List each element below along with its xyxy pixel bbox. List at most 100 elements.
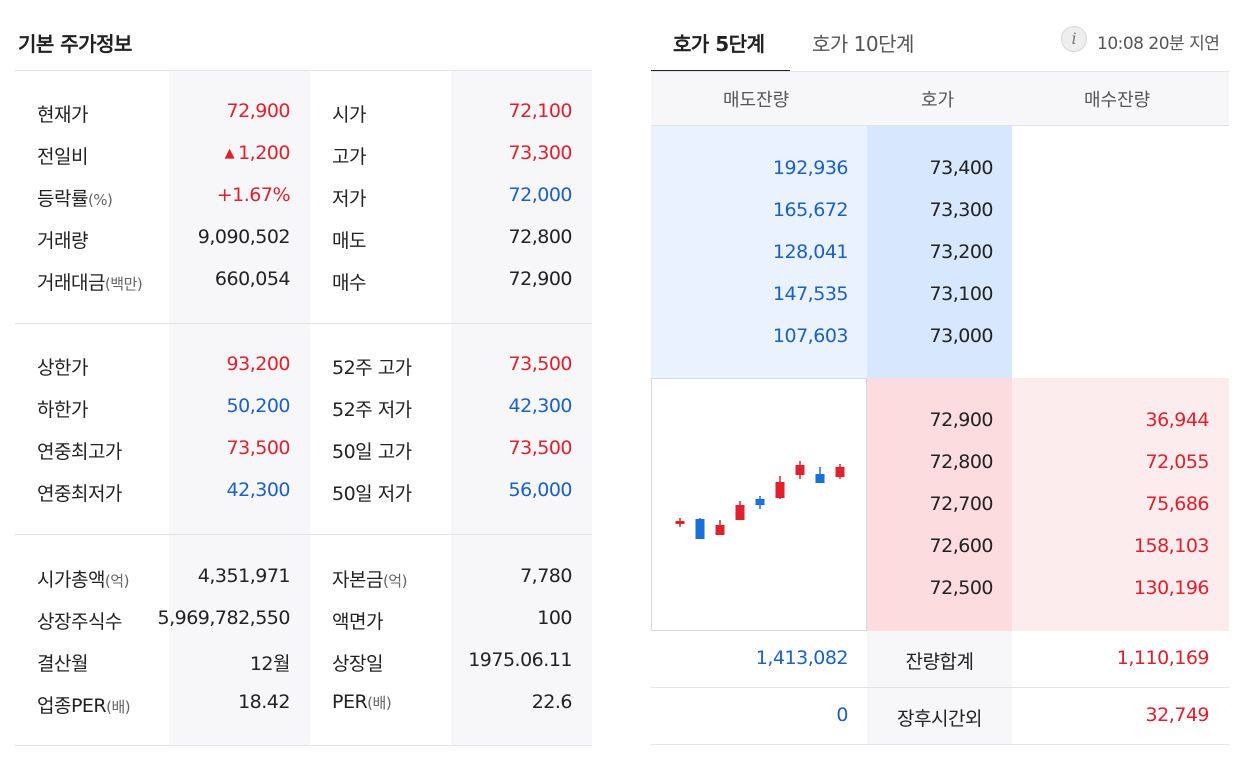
total-label: 잔량합계	[905, 651, 974, 673]
ask-row[interactable]: 147,535 73,100	[651, 273, 1229, 315]
info-label-text: 상장주식수	[37, 611, 122, 633]
ask-row[interactable]: 165,672 73,300	[651, 189, 1229, 231]
info-value: 73,500	[227, 437, 291, 459]
info-label: 액면가	[332, 607, 383, 634]
candle-body	[695, 519, 705, 539]
info-label: 고가	[332, 142, 366, 169]
info-unit: (%)	[87, 191, 113, 209]
candle-body	[715, 525, 725, 535]
bid-qty: 130,196	[1133, 577, 1210, 599]
info-value: 100	[537, 607, 572, 629]
info-unit: (배)	[106, 698, 131, 716]
price-section	[15, 71, 592, 324]
bid-row[interactable]: 72,600 158,103	[651, 525, 1229, 567]
info-label-text: 저가	[332, 188, 366, 210]
info-row: 하한가 50,200 52주 저가 42,300	[15, 386, 592, 428]
divider	[15, 70, 592, 71]
tab-quote-10[interactable]: 호가 10단계	[812, 32, 914, 56]
info-label-text: 업종PER	[37, 695, 107, 717]
info-row: 거래대금(백만) 660,054 매수 72,900	[15, 259, 592, 301]
info-label-text: PER	[332, 691, 368, 713]
info-row: 거래량 9,090,502 매도 72,800	[15, 217, 592, 259]
info-icon[interactable]: i	[1061, 26, 1087, 52]
info-unit: (백만)	[104, 275, 143, 293]
info-label-text: 상장일	[332, 653, 383, 675]
mini-candle-chart	[651, 378, 867, 631]
info-row: 업종PER(배) 18.42 PER(배) 22.6	[15, 682, 592, 724]
info-label-text: 하한가	[37, 399, 88, 421]
info-value: 73,500	[508, 353, 573, 375]
info-label-text: 고가	[332, 146, 366, 168]
header-price: 호가	[921, 90, 955, 111]
candle-body	[775, 482, 785, 498]
info-row: 결산월 12월 상장일 1975.06.11	[15, 640, 592, 682]
info-value-text: 660,054	[214, 268, 291, 290]
bid-row[interactable]: 72,500 130,196	[651, 567, 1229, 609]
divider	[651, 71, 1229, 72]
info-label: 상장주식수	[37, 607, 122, 634]
info-label-text: 연중최저가	[37, 483, 122, 505]
ask-price: 73,200	[929, 241, 994, 263]
info-value: +1.67%	[217, 184, 291, 206]
info-value: 4,351,971	[198, 565, 291, 587]
info-unit: (배)	[367, 694, 392, 712]
bid-price: 72,700	[929, 493, 994, 515]
info-label-text: 50일 저가	[332, 483, 412, 505]
info-label-text: 52주 고가	[332, 357, 412, 379]
info-label: 시가	[332, 100, 366, 127]
info-value: 72,100	[508, 100, 573, 122]
info-value: 1975.06.11	[468, 649, 572, 671]
info-label: 상한가	[37, 353, 88, 380]
ask-price: 73,000	[929, 325, 994, 347]
candle-chart-svg	[675, 461, 845, 539]
info-label: 등락률(%)	[37, 184, 113, 211]
range-section	[15, 324, 592, 535]
delay-notice: 10:08 20분 지연	[1097, 34, 1220, 54]
bid-row[interactable]: 72,800 72,055	[651, 441, 1229, 483]
order-book-header: 매도잔량 호가 매수잔량	[651, 72, 1229, 126]
after-hours-row: 0 장후시간외 32,749	[651, 688, 1229, 745]
ask-row[interactable]: 128,041 73,200	[651, 231, 1229, 273]
info-label: 연중최고가	[37, 437, 122, 464]
info-label-text: 거래량	[37, 230, 88, 252]
info-value: 72,800	[508, 226, 573, 248]
info-value-text: 5,969,782,550	[157, 607, 290, 629]
info-label: 결산월	[37, 649, 88, 676]
bid-row[interactable]: 72,700 75,686	[651, 483, 1229, 525]
header-ask-qty: 매도잔량	[723, 90, 790, 111]
info-label-text: 등락률	[37, 188, 88, 210]
bid-price: 72,900	[929, 409, 994, 431]
bid-qty: 36,944	[1145, 409, 1210, 431]
tab-quote-5[interactable]: 호가 5단계	[673, 32, 765, 56]
info-value: ▲ 1,200	[225, 142, 291, 164]
info-label-text: 매수	[332, 272, 366, 294]
info-value: 50,200	[226, 395, 291, 417]
ask-qty: 128,041	[772, 241, 849, 263]
ask-row[interactable]: 192,936 73,400	[651, 147, 1229, 189]
bid-price: 72,800	[929, 451, 994, 473]
info-label: 50일 고가	[332, 437, 412, 464]
bid-row[interactable]: 72,900 36,944	[651, 399, 1229, 441]
info-label-text: 상한가	[37, 357, 88, 379]
info-label: 52주 고가	[332, 353, 412, 380]
ask-qty-area	[651, 126, 867, 378]
bid-price: 72,500	[929, 577, 994, 599]
bid-price: 72,600	[929, 535, 994, 557]
candle-body	[815, 474, 825, 483]
ask-row[interactable]: 107,603 73,000	[651, 315, 1229, 357]
candle-body	[795, 465, 805, 475]
bid-qty: 75,686	[1145, 493, 1210, 515]
candle-body	[835, 467, 845, 477]
info-label: 하한가	[37, 395, 88, 422]
candle-body	[755, 499, 765, 505]
info-row: 연중최고가 73,500 50일 고가 73,500	[15, 428, 592, 470]
info-value: 42,300	[508, 395, 573, 417]
total-remaining-row: 1,413,082 잔량합계 1,110,169	[651, 631, 1229, 688]
info-unit: (억)	[382, 572, 408, 590]
info-value-text: 50,200	[226, 395, 291, 417]
info-label-text: 결산월	[37, 653, 88, 675]
info-value-text: 18.42	[238, 691, 290, 713]
bid-qty-area	[1012, 378, 1229, 631]
info-label-text: 52주 저가	[332, 399, 412, 421]
info-value: 73,300	[508, 142, 573, 164]
